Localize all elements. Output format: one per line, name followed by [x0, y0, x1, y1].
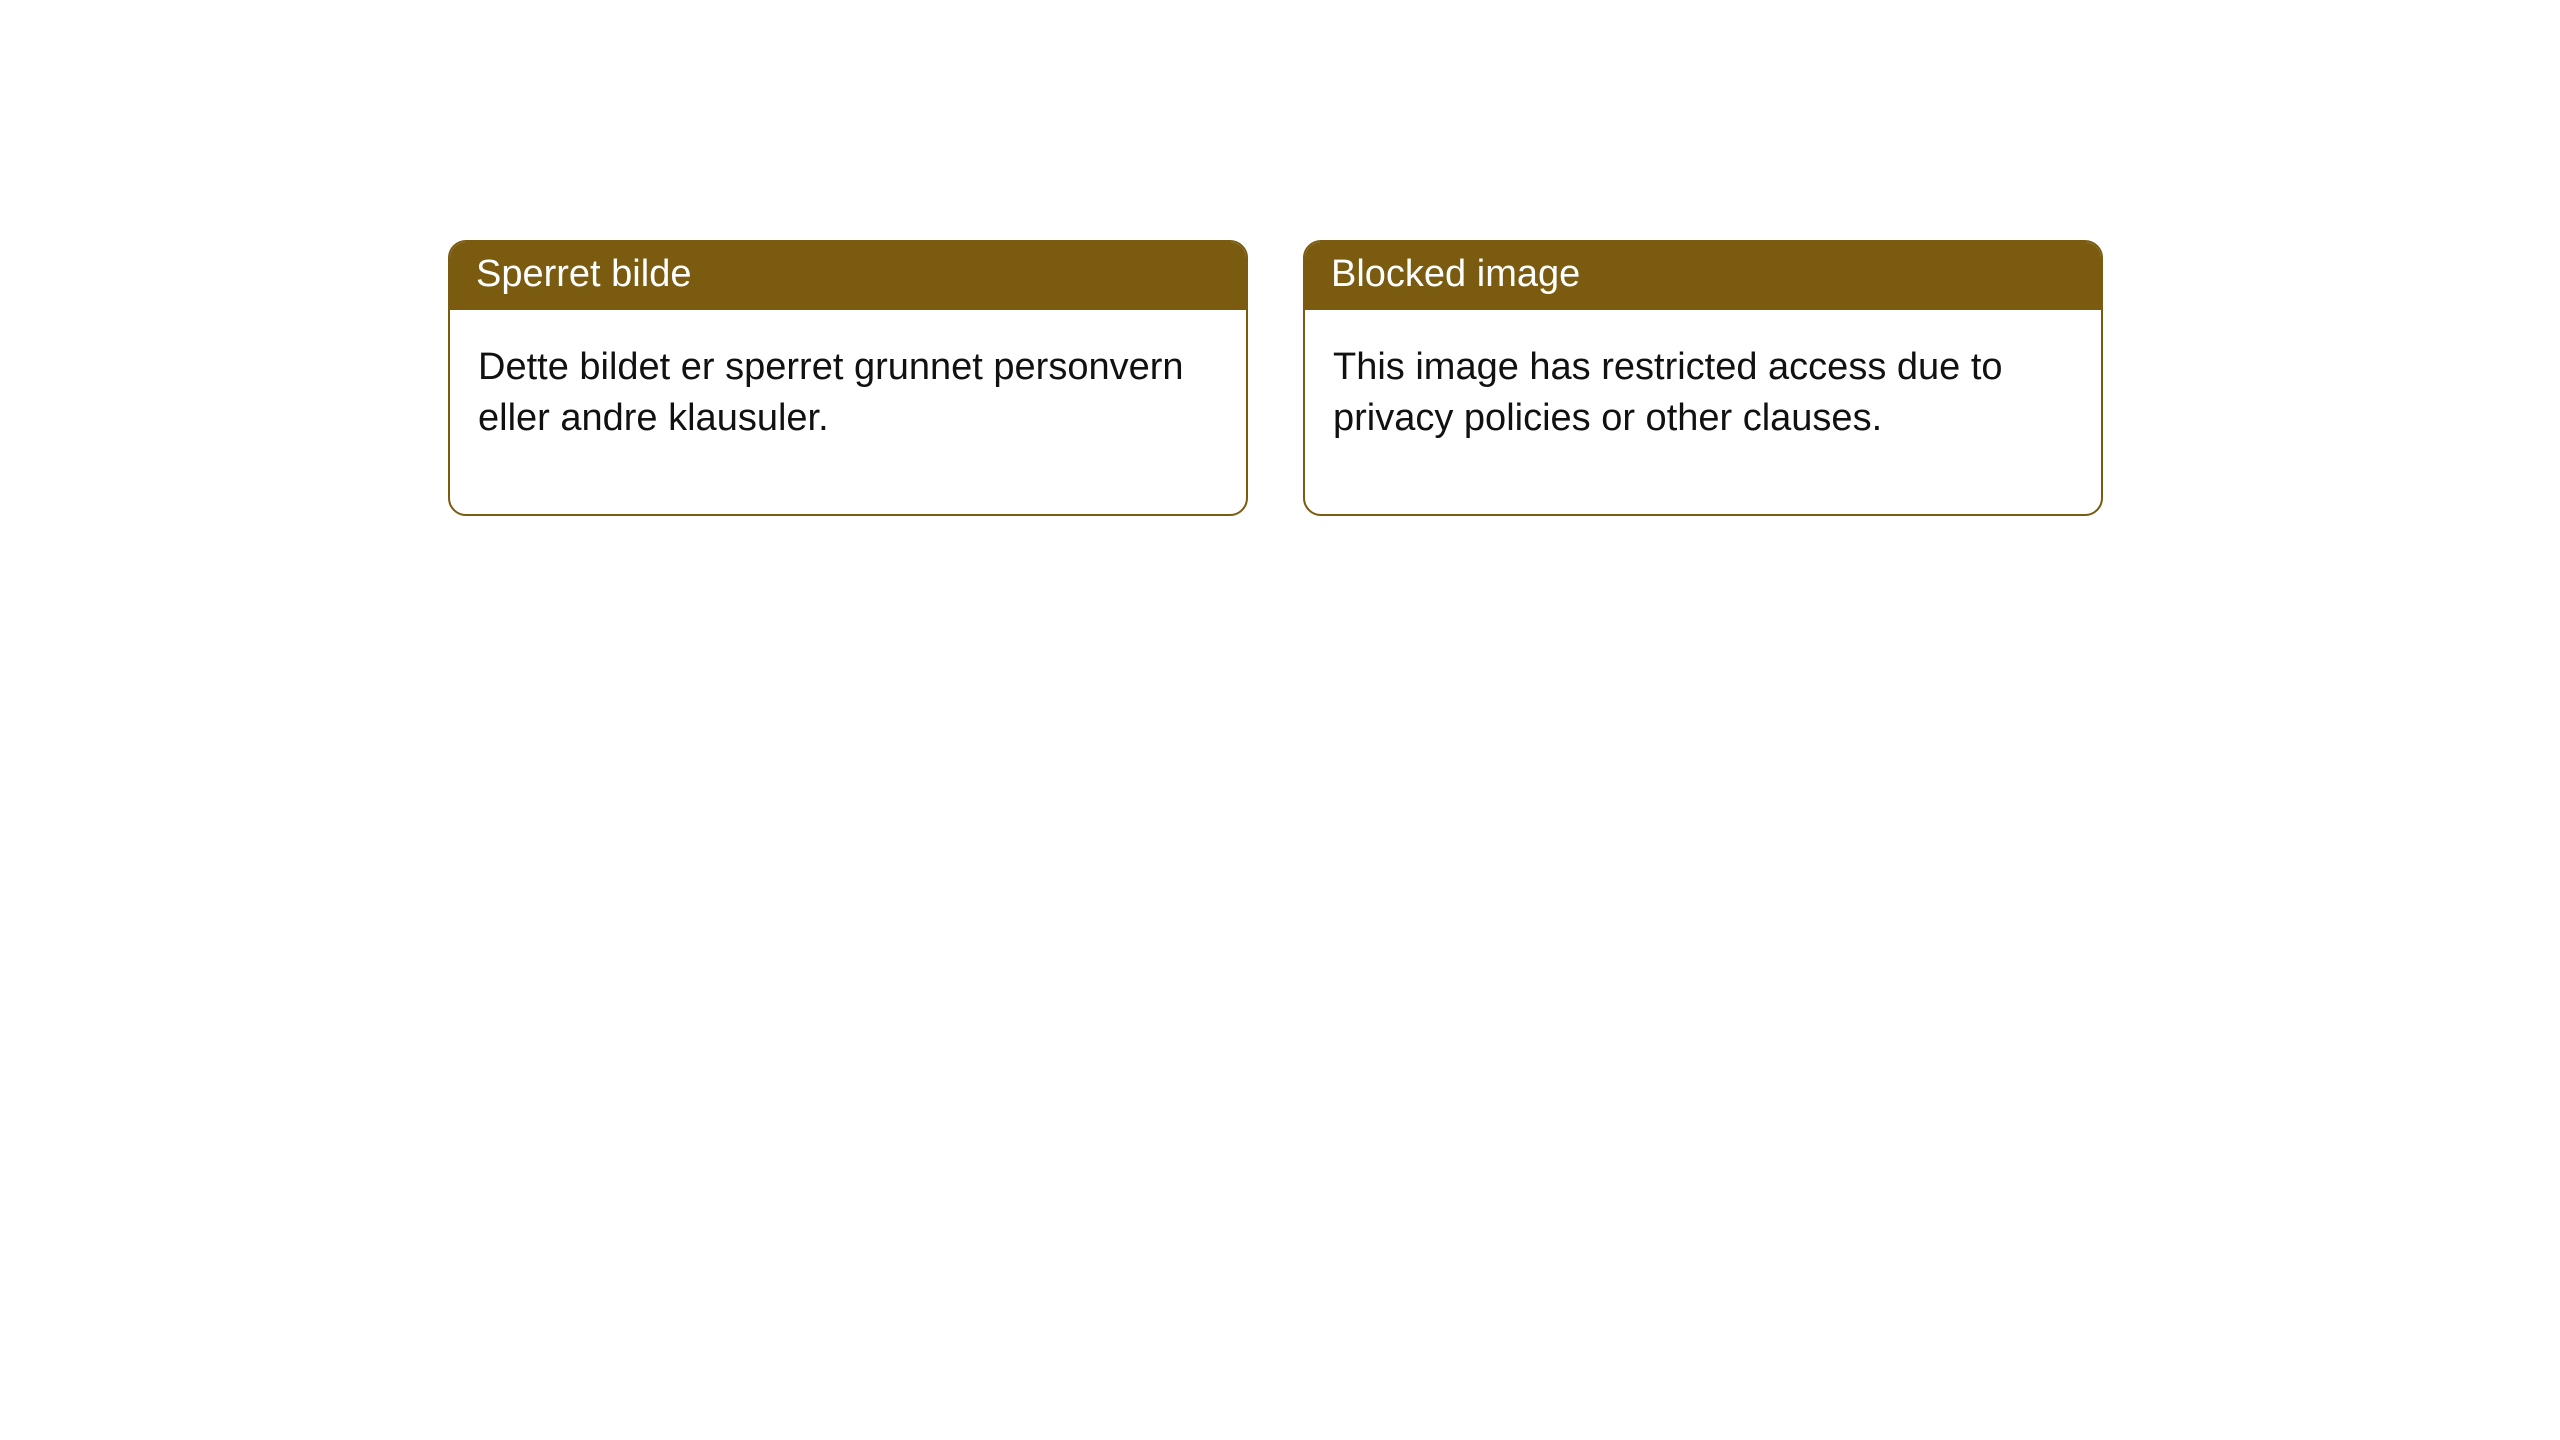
notice-card-title: Blocked image: [1305, 242, 2101, 310]
notice-card-norwegian: Sperret bilde Dette bildet er sperret gr…: [448, 240, 1248, 516]
notice-card-body: Dette bildet er sperret grunnet personve…: [450, 310, 1246, 515]
notice-card-body: This image has restricted access due to …: [1305, 310, 2101, 515]
notice-cards-container: Sperret bilde Dette bildet er sperret gr…: [448, 240, 2103, 516]
notice-card-title: Sperret bilde: [450, 242, 1246, 310]
notice-card-english: Blocked image This image has restricted …: [1303, 240, 2103, 516]
